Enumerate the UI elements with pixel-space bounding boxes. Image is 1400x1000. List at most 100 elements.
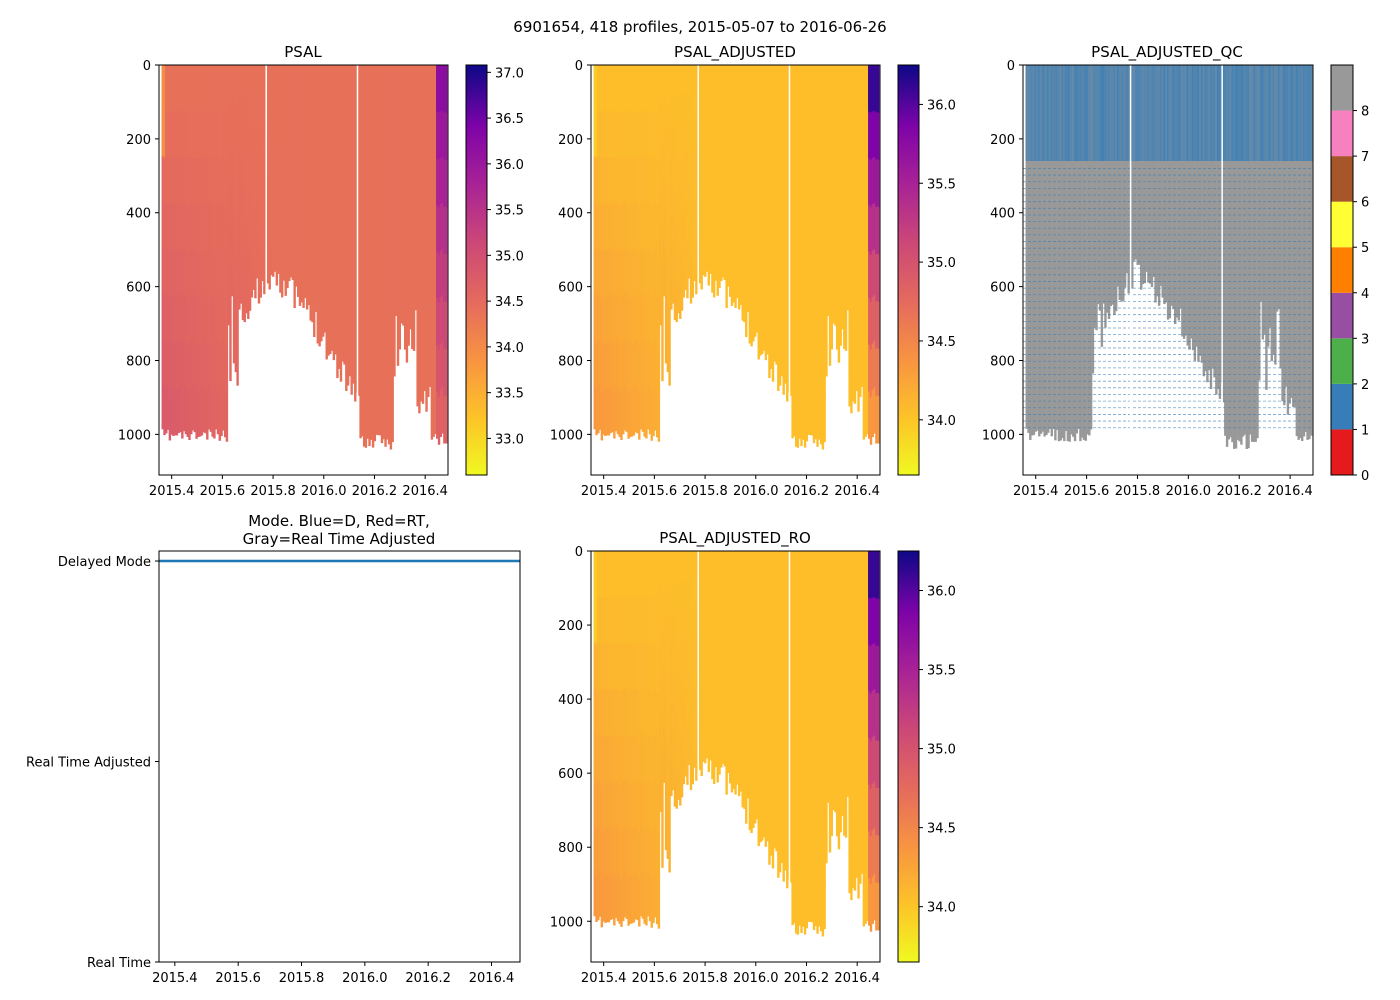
heatmap-cell [868,691,871,739]
heatmap-cell [1070,65,1073,435]
heatmap-cell [702,735,705,762]
heatmap-cell [753,302,757,337]
heatmap-cell [748,273,752,309]
heatmap-cell [311,289,314,323]
heatmap-cell [695,122,698,152]
heatmap-cell [741,614,744,648]
heatmap-cell [598,65,602,112]
heatmap-cell [384,303,387,352]
heatmap-cell [871,157,875,205]
heatmap-cell [766,695,769,733]
heatmap-cell [761,101,764,138]
heatmap-cell [764,772,768,810]
heatmap-cell [204,248,207,296]
heatmap-cell [216,111,220,158]
heatmap-cell [598,824,602,872]
heatmap-cell [793,389,796,437]
heatmap-cell [663,266,666,297]
heatmap-cell [643,389,646,437]
heatmap-cell [1057,65,1061,162]
heatmap-cell [709,65,712,92]
heatmap-cell [860,265,864,307]
heatmap-cell [720,226,723,255]
heatmap-cell [778,671,782,712]
heatmap-cell [736,638,739,669]
heatmap-cell [252,93,255,122]
heatmap-cell [848,320,851,364]
heatmap-cell [231,93,234,124]
heatmap-cell [782,716,785,758]
heatmap-cell [1166,65,1170,320]
heatmap-cell [223,65,227,112]
heatmap-cell [611,156,614,203]
heatmap-cell [778,345,782,386]
heatmap-cell [234,218,238,258]
heatmap-cell [186,343,189,391]
heatmap-cell [686,152,689,182]
heatmap-cell [177,386,180,433]
heatmap-cell [289,144,293,172]
heatmap-cell [780,551,784,591]
heatmap-cell [209,293,213,341]
heatmap-cell [859,592,862,635]
heatmap-cell [810,65,814,112]
heatmap-cell [850,238,853,283]
heatmap-cell [782,551,785,593]
heatmap-cell [398,65,402,101]
heatmap-cell [668,791,671,833]
x-tick-label: 2016.2 [784,484,830,499]
heatmap-cell [371,256,375,305]
panel-title-line: Mode. Blue=D, Red=RT, [248,512,430,530]
heatmap-cell [625,826,629,874]
heatmap-cell [848,807,851,851]
heatmap-cell [352,263,355,305]
heatmap-cell [239,243,243,274]
heatmap-cell [350,65,353,107]
heatmap-cell [607,249,611,297]
heatmap-cell [691,181,694,211]
heatmap-cell [748,585,752,622]
heatmap-cell [273,193,277,221]
heatmap-cell [712,209,716,240]
heatmap-cell [798,298,801,346]
heatmap-cell [425,151,428,196]
heatmap-cell [802,158,805,206]
heatmap-cell [386,252,389,300]
heatmap-cell [819,301,823,350]
heatmap-cell [416,320,419,364]
heatmap-cell [691,696,694,727]
heatmap-cell [753,98,757,134]
heatmap-cell [222,293,225,340]
heatmap-cell [654,384,657,431]
heatmap-cell [732,551,735,582]
heatmap-cell [170,111,173,158]
x-tick-label: 2015.8 [682,971,728,986]
heatmap-cell [620,392,623,441]
heatmap-cell [712,93,716,124]
heatmap-cell [1054,65,1057,162]
heatmap-cell [805,598,809,646]
heatmap-cell [803,742,807,791]
heatmap-cell [743,225,746,259]
heatmap-cell [620,832,623,881]
heatmap-cell [166,110,170,157]
heatmap-cell [729,608,732,639]
x-tick-label: 2015.8 [682,484,728,499]
heatmap-cell [338,65,341,104]
heatmap-cell [839,310,842,346]
heatmap-cell [771,828,775,869]
heatmap-cell [232,65,236,103]
heatmap-cell [313,302,316,338]
heatmap-cell [207,65,211,111]
heatmap-cell [648,828,652,875]
heatmap-cell [638,111,641,160]
heatmap-cell [418,369,421,414]
heatmap-cell [436,65,439,113]
heatmap-cell [725,95,728,127]
heatmap-cell [380,301,384,349]
heatmap-cell [737,65,741,97]
heatmap-cell [796,694,800,744]
heatmap-cell [668,671,671,712]
heatmap-cell [630,690,634,738]
heatmap-cell [748,308,752,344]
